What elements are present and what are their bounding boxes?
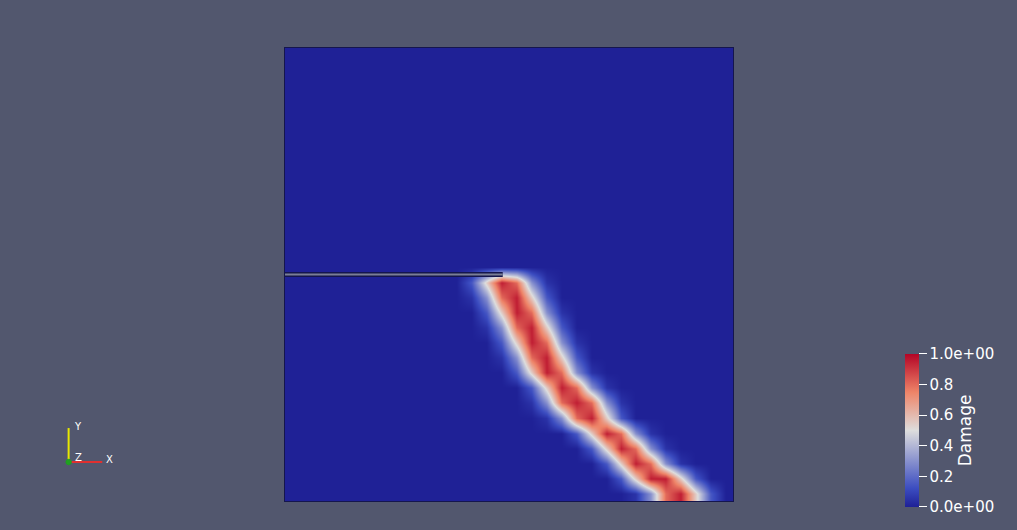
svg-text:0.0e+00: 0.0e+00	[930, 498, 995, 516]
svg-text:Damage: Damage	[955, 394, 975, 466]
svg-text:1.0e+00: 1.0e+00	[930, 345, 995, 363]
svg-text:0.2: 0.2	[930, 468, 954, 486]
svg-text:0.4: 0.4	[930, 437, 954, 455]
svg-text:Y: Y	[74, 421, 82, 432]
svg-text:X: X	[106, 454, 113, 465]
svg-text:0.6: 0.6	[930, 406, 954, 424]
svg-text:0.8: 0.8	[930, 376, 954, 394]
svg-text:Z: Z	[75, 452, 82, 463]
